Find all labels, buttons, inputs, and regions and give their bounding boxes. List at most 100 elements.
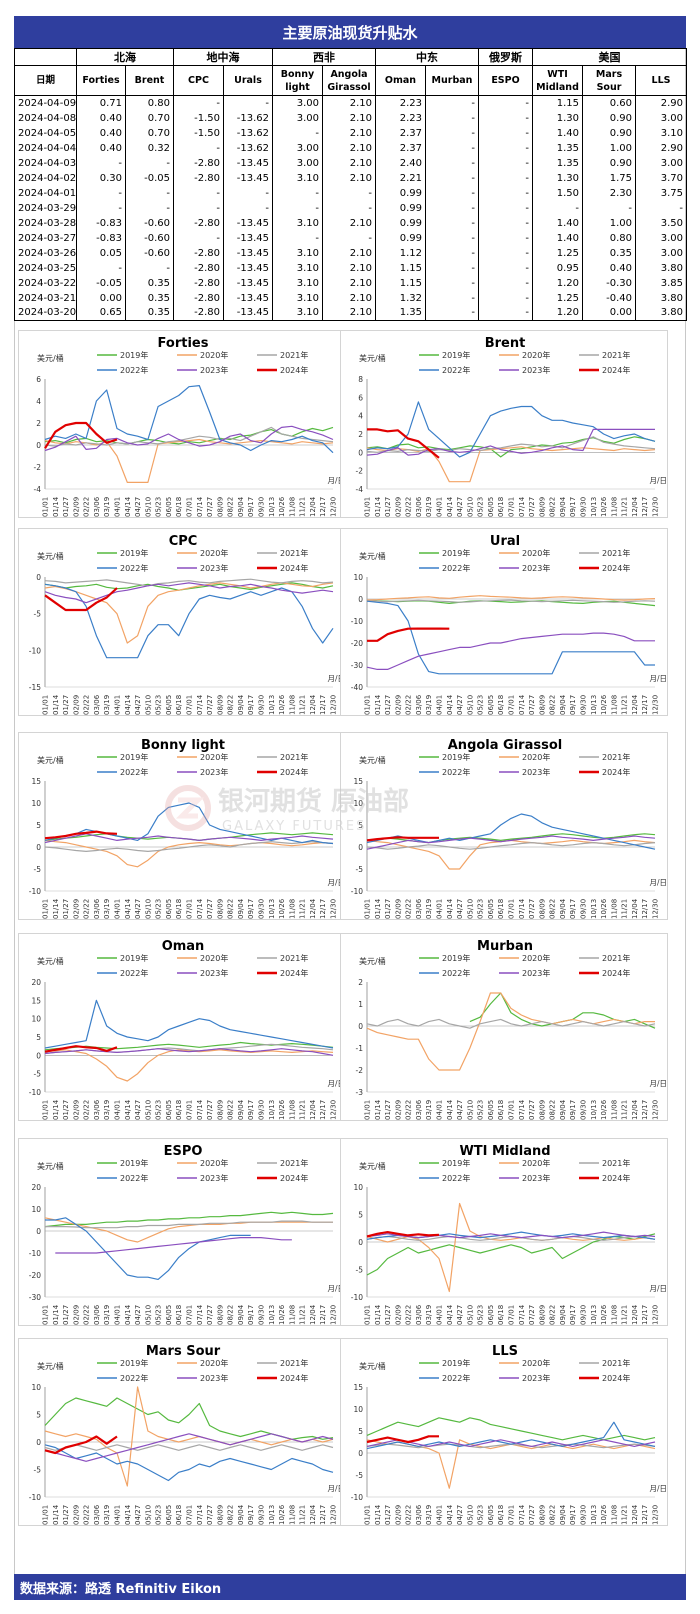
x-tick-label: 08/22 xyxy=(549,899,557,919)
x-tick-label: 06/18 xyxy=(175,1305,183,1325)
grade-column-header: ESPO xyxy=(478,65,533,96)
premium-cell: 1.25 xyxy=(532,290,583,306)
y-tick-label: 5 xyxy=(358,821,363,830)
premium-cell: 0.99 xyxy=(375,200,426,216)
premium-cell: 0.70 xyxy=(125,125,174,141)
x-tick-label: 02/22 xyxy=(83,899,91,919)
x-tick-label: 02/22 xyxy=(405,695,413,715)
premium-cell: 2.10 xyxy=(322,260,376,276)
x-tick-label: 10/26 xyxy=(600,898,608,919)
legend-item: 2020年 xyxy=(177,752,228,762)
x-tick-label: 11/08 xyxy=(610,899,618,919)
data-source-footer: 数据来源：路透 Refinitiv Eikon xyxy=(14,1574,686,1600)
chart-title: Oman xyxy=(162,939,205,954)
legend-label: 2023年 xyxy=(200,1173,228,1183)
premium-cell: 3.50 xyxy=(634,215,688,231)
premium-cell: -13.62 xyxy=(223,110,273,126)
x-tick-label: 01/14 xyxy=(52,1099,60,1120)
x-tick-label: 04/01 xyxy=(436,1305,444,1325)
x-tick-label: 01/14 xyxy=(374,1099,382,1120)
table-row: 2024-03-20 0.65 0.35 -2.80 -13.45 3.10 2.10 1.3… xyxy=(14,305,688,321)
x-tick-label: 01/01 xyxy=(364,497,372,517)
legend-item: 2022年 xyxy=(97,365,148,375)
legend-label: 2022年 xyxy=(120,563,148,573)
x-tick-label: 05/23 xyxy=(477,1305,485,1325)
premium-cell: 1.20 xyxy=(532,275,583,291)
x-tick-label: 02/09 xyxy=(72,497,80,517)
premium-cell: 1.25 xyxy=(532,245,583,261)
y-tick-label: -10 xyxy=(351,1493,363,1502)
x-tick-label: 09/17 xyxy=(247,899,255,919)
x-tick-label: 07/01 xyxy=(508,1100,516,1120)
x-tick-label: 01/27 xyxy=(62,1100,70,1120)
chart-bonny-light: Bonny light 美元/桶 2019年 2020年 2021年 2022年 2023年… xyxy=(18,732,346,920)
legend-item: 2022年 xyxy=(419,563,470,573)
x-tick-label: 01/14 xyxy=(374,694,382,715)
table-row: 2024-03-22 -0.05 0.35 -2.80 -13.45 3.10 2.10 1.… xyxy=(14,275,688,291)
premium-cell: - xyxy=(223,200,273,216)
legend-label: 2019年 xyxy=(120,548,148,558)
x-tick-label: 05/10 xyxy=(144,899,152,919)
x-tick-label: 09/17 xyxy=(247,695,255,715)
x-tick-label: 10/13 xyxy=(268,1305,276,1325)
x-tick-label: 12/17 xyxy=(319,899,327,919)
legend-item: 2022年 xyxy=(419,968,470,978)
legend-item: 2024年 xyxy=(257,1373,308,1383)
x-tick-label: 03/19 xyxy=(425,695,433,715)
x-tick-label: 05/10 xyxy=(144,497,152,517)
x-tick-label: 07/01 xyxy=(508,899,516,919)
x-tick-label: 04/14 xyxy=(446,1099,454,1120)
legend-item: 2020年 xyxy=(499,1358,550,1368)
premium-cell: - xyxy=(478,200,533,216)
premium-cell: -2.80 xyxy=(173,155,224,171)
premium-cell: - xyxy=(478,170,533,186)
table-row: 2024-03-25- - -2.80 -13.45 3.10 2.10 1.15- -0.9… xyxy=(14,260,688,276)
premium-cell: 0.80 xyxy=(125,95,174,111)
x-tick-label: 12/17 xyxy=(319,695,327,715)
x-tick-label: 03/06 xyxy=(415,694,423,715)
x-tick-label: 08/09 xyxy=(538,899,546,919)
legend-label: 2024年 xyxy=(280,365,308,375)
x-unit-label: 月/日 xyxy=(649,878,667,887)
x-tick-label: 04/01 xyxy=(436,899,444,919)
premium-cell: -13.45 xyxy=(223,155,273,171)
y-tick-label: -5 xyxy=(356,1471,364,1480)
legend-item: 2021年 xyxy=(579,548,630,558)
series-line xyxy=(366,842,656,850)
x-tick-label: 06/18 xyxy=(175,497,183,517)
chart-title: Ural xyxy=(490,534,520,549)
x-tick-label: 09/04 xyxy=(237,496,245,517)
legend-label: 2021年 xyxy=(602,548,630,558)
x-tick-label: 01/14 xyxy=(52,898,60,919)
x-tick-label: 10/26 xyxy=(600,694,608,715)
series-line xyxy=(366,1435,439,1444)
x-tick-label: 11/21 xyxy=(299,1305,307,1325)
premium-cell: 3.10 xyxy=(634,125,688,141)
chart-title: Murban xyxy=(477,939,533,954)
premium-cell: - xyxy=(322,230,376,246)
x-tick-label: 05/23 xyxy=(155,695,163,715)
x-tick-label: 05/23 xyxy=(155,1100,163,1120)
premium-cell: 2.10 xyxy=(322,95,376,111)
grade-column-header: LLS xyxy=(634,65,688,96)
x-tick-label: 12/30 xyxy=(330,1100,338,1120)
x-tick-label: 09/30 xyxy=(258,1505,266,1525)
x-tick-label: 05/10 xyxy=(144,1505,152,1525)
x-tick-label: 07/14 xyxy=(196,898,204,919)
legend-item: 2023年 xyxy=(499,968,550,978)
premium-cell: - xyxy=(478,185,533,201)
table-row: 2024-04-09 0.71 0.80- -3.00 2.10 2.23- -1.15 0.… xyxy=(14,95,688,111)
x-tick-label: 11/21 xyxy=(299,899,307,919)
y-tick-label: 5 xyxy=(36,1033,41,1042)
series-line xyxy=(469,992,656,1029)
premium-cell: 0.00 xyxy=(76,290,126,306)
premium-cell: - xyxy=(478,215,533,231)
premium-cell: 0.35 xyxy=(582,245,636,261)
grade-column-header: Oman xyxy=(375,65,426,96)
series-line xyxy=(44,830,118,840)
x-tick-label: 04/27 xyxy=(456,1505,464,1525)
x-tick-label: 01/14 xyxy=(374,1504,382,1525)
premium-cell: 1.75 xyxy=(582,170,636,186)
series-line xyxy=(45,1220,333,1229)
legend-item: 2021年 xyxy=(257,548,308,558)
